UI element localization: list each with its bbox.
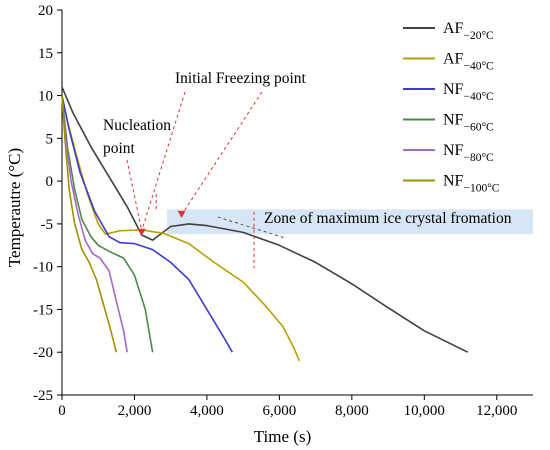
y-axis-title: Temperautre (°C) xyxy=(5,148,24,267)
series-line-2 xyxy=(61,95,233,353)
legend-label-2: NF−40°C xyxy=(443,81,494,103)
x-tick-label: 10,000 xyxy=(404,403,445,419)
x-tick-label: 4,000 xyxy=(190,403,224,419)
legend: AF−20°C AF−40°C NF−40°C NF−60°C NF−80°C NF−10… xyxy=(403,20,500,195)
x-tick-label: 2,000 xyxy=(118,403,152,419)
y-tick-label: 15 xyxy=(38,46,53,62)
y-tick-label: -10 xyxy=(33,260,53,276)
zone-label: Zone of maximum ice crystal fromation xyxy=(264,210,512,227)
legend-label-5: NF−100°C xyxy=(443,173,500,195)
freezing-leader-line-b xyxy=(183,91,263,213)
freezing-marker xyxy=(177,210,186,218)
y-tick-label: 20 xyxy=(38,3,53,19)
y-tick-label: 0 xyxy=(46,174,54,190)
x-tick-label: 8,000 xyxy=(335,403,369,419)
legend-label-3: NF−60°C xyxy=(443,112,494,134)
series-layer xyxy=(61,86,469,362)
axes: 20 15 10 5 0 -5 -10 -15 -20 -25 0 2,000 4,000 6,000 8,… xyxy=(5,3,533,446)
zone-leader-line xyxy=(217,216,287,239)
series-line-4 xyxy=(61,95,128,353)
y-tick-label: -25 xyxy=(33,388,53,404)
series-line-1 xyxy=(61,95,301,362)
series-line-0 xyxy=(61,86,469,353)
x-tick-label: 6,000 xyxy=(263,403,297,419)
legend-label-1: AF−40°C xyxy=(443,51,494,73)
y-tick-label: -15 xyxy=(33,302,53,318)
x-tick-label: 12,000 xyxy=(476,403,517,419)
nucleation-label-line2: point xyxy=(103,140,136,157)
y-tick-label: 10 xyxy=(38,89,53,105)
nucleation-leader-line xyxy=(126,159,143,231)
annotations: Initial Freezing point Nucleation point Zon… xyxy=(103,70,512,269)
series-line-5 xyxy=(61,95,118,353)
y-tick-label: -5 xyxy=(41,217,54,233)
y-tick-label: 5 xyxy=(46,131,54,147)
initial-freezing-label: Initial Freezing point xyxy=(175,70,307,87)
series-line-3 xyxy=(61,95,154,353)
freezing-leader-line-a xyxy=(141,91,186,231)
x-axis-title: Time (s) xyxy=(254,427,311,446)
x-tick-label: 0 xyxy=(58,403,66,419)
y-tick-label: -20 xyxy=(33,345,53,361)
legend-label-4: NF−80°C xyxy=(443,142,494,164)
legend-label-0: AF−20°C xyxy=(443,20,494,42)
nucleation-marker xyxy=(137,228,146,236)
nucleation-label-line1: Nucleation xyxy=(103,117,171,134)
